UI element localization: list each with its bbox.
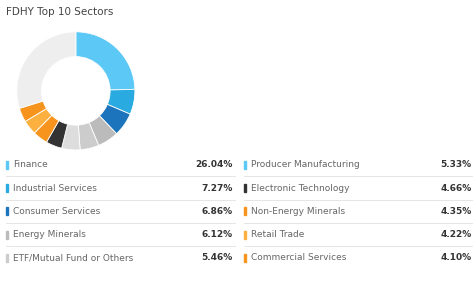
Text: Industrial Services: Industrial Services [13,183,97,193]
Wedge shape [76,32,135,90]
Text: FDHY Top 10 Sectors: FDHY Top 10 Sectors [6,7,113,17]
Text: 4.66%: 4.66% [440,183,472,193]
Wedge shape [78,122,99,150]
Text: 4.35%: 4.35% [440,207,472,216]
Wedge shape [62,124,80,150]
Wedge shape [100,104,130,134]
Text: Producer Manufacturing: Producer Manufacturing [251,160,360,169]
Wedge shape [17,32,76,108]
Text: Non-Energy Minerals: Non-Energy Minerals [251,207,346,216]
Wedge shape [25,108,52,133]
Wedge shape [89,116,117,145]
Text: 7.27%: 7.27% [201,183,232,193]
Wedge shape [46,121,68,148]
Wedge shape [19,101,46,122]
Text: 6.86%: 6.86% [201,207,232,216]
Wedge shape [35,115,59,142]
Text: 5.46%: 5.46% [201,253,232,262]
Text: Electronic Technology: Electronic Technology [251,183,350,193]
Text: Consumer Services: Consumer Services [13,207,100,216]
Text: Finance: Finance [13,160,47,169]
Text: ETF/Mutual Fund or Others: ETF/Mutual Fund or Others [13,253,133,262]
Text: 4.22%: 4.22% [440,230,472,239]
Text: Retail Trade: Retail Trade [251,230,305,239]
Text: Commercial Services: Commercial Services [251,253,346,262]
Text: Energy Minerals: Energy Minerals [13,230,86,239]
Wedge shape [107,89,135,114]
Text: 6.12%: 6.12% [201,230,232,239]
Text: 4.10%: 4.10% [440,253,472,262]
Text: 5.33%: 5.33% [440,160,472,169]
Text: 26.04%: 26.04% [195,160,232,169]
